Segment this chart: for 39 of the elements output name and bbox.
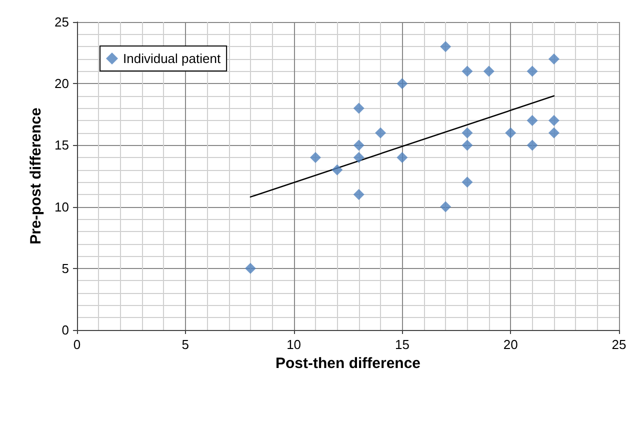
y-tick-label: 0: [62, 322, 69, 338]
point: [396, 78, 408, 90]
x-tick-label: 25: [612, 337, 626, 352]
point: [396, 152, 408, 164]
x-tick-label: 20: [503, 337, 518, 352]
y-tick-label: 25: [54, 14, 69, 30]
point: [526, 115, 538, 126]
point: [505, 127, 516, 138]
point: [462, 127, 473, 138]
point: [526, 66, 538, 77]
y-axis-title: Pre-post difference: [28, 108, 45, 244]
point: [548, 115, 560, 126]
point: [462, 140, 473, 151]
point: [440, 41, 452, 52]
point: [353, 152, 364, 164]
y-tick-label: 5: [62, 260, 69, 276]
y-tick-label: 20: [54, 76, 69, 92]
point: [440, 201, 452, 212]
point: [310, 152, 321, 164]
x-tick-label: 10: [286, 337, 302, 352]
point: [353, 188, 364, 200]
point: [353, 102, 364, 114]
x-axis-title: Post-then difference: [275, 354, 421, 372]
x-tick-label: 15: [394, 337, 410, 352]
point: [462, 66, 473, 77]
point: [548, 127, 560, 138]
y-tick-label: 10: [54, 199, 69, 214]
point: [548, 53, 560, 64]
y-tick-label: 15: [54, 138, 69, 153]
point: [526, 140, 538, 151]
x-tick-label: 5: [182, 337, 190, 352]
x-tick-label: 0: [73, 337, 81, 352]
point: [332, 164, 343, 176]
point: [483, 66, 494, 77]
point: [244, 262, 256, 274]
point: [353, 140, 364, 151]
point: [462, 176, 473, 188]
point: [375, 127, 386, 138]
legend-label: Individual patient: [123, 51, 221, 66]
